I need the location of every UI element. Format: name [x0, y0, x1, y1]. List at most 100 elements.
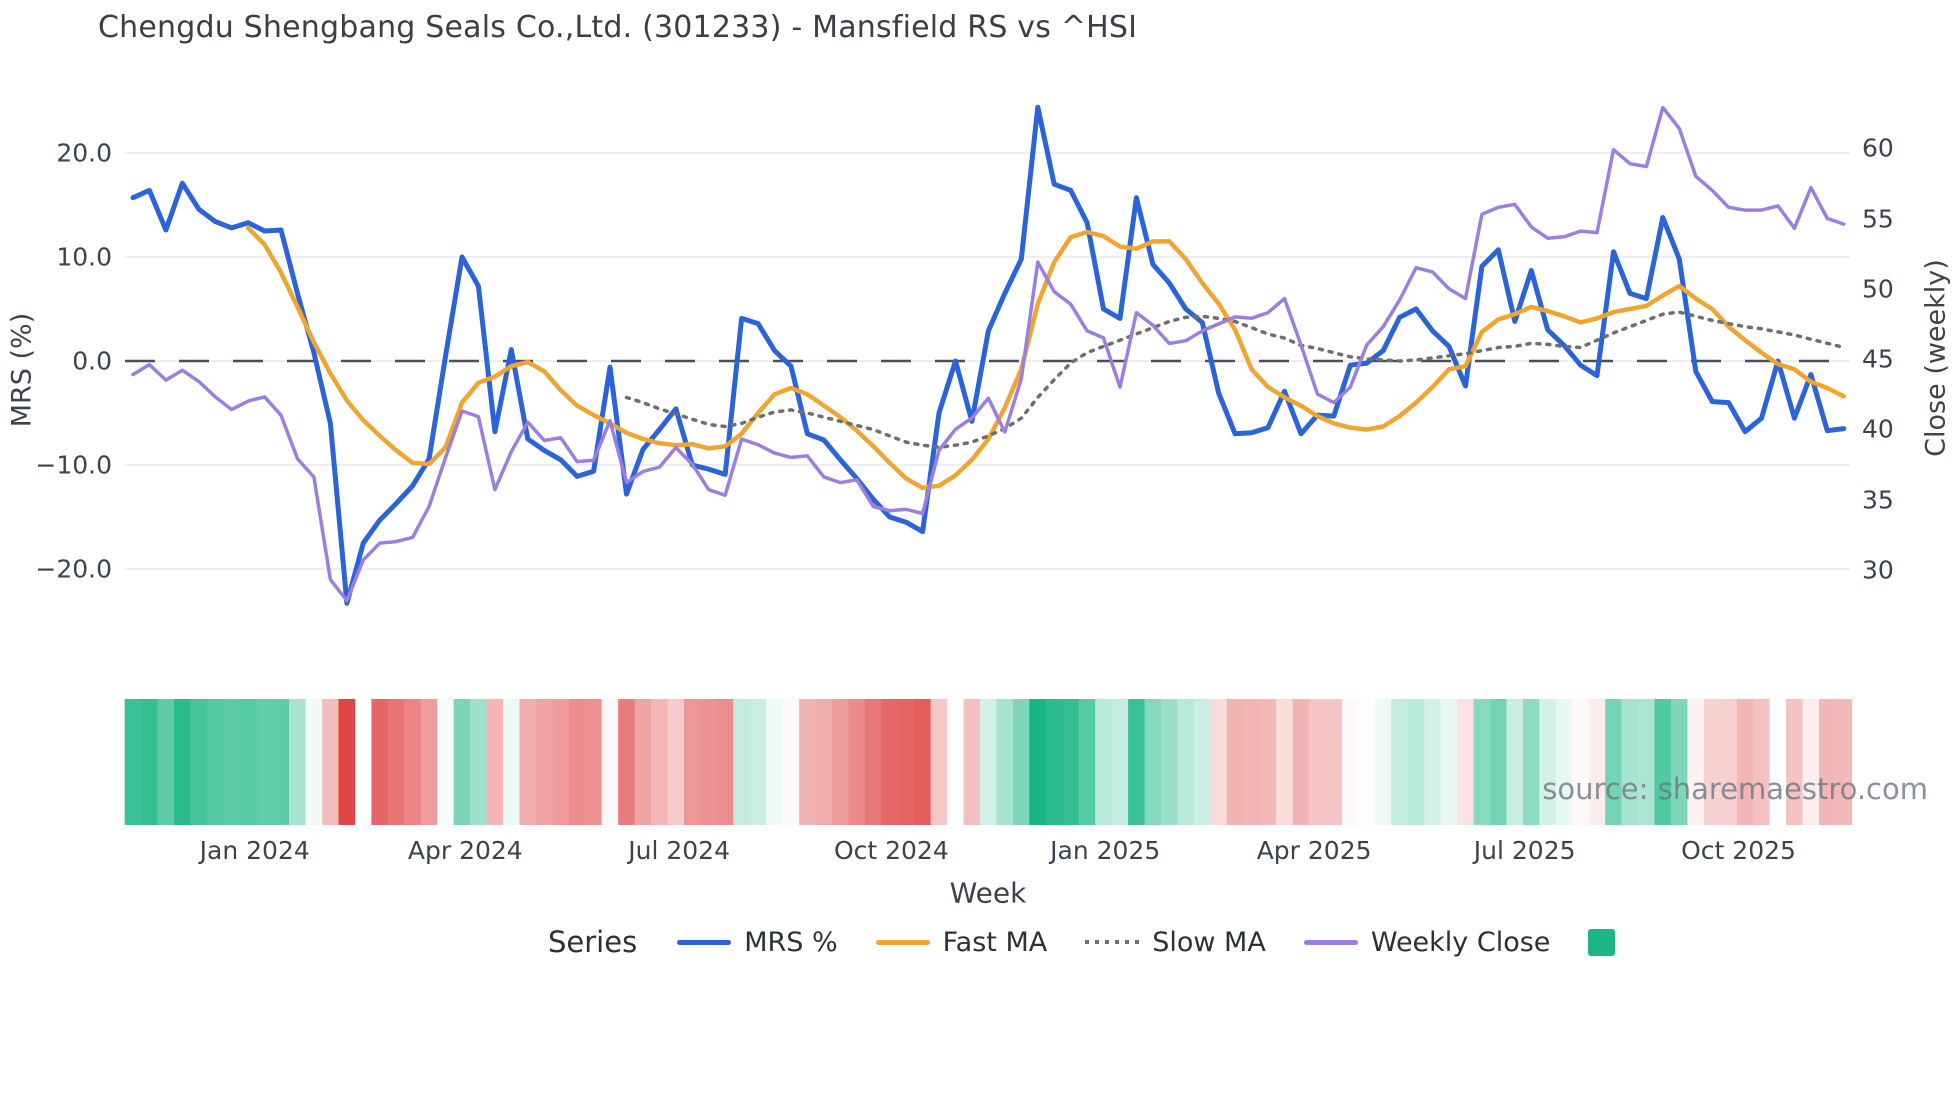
legend-item-label: Weekly Close	[1370, 926, 1551, 958]
line-swatch-icon	[1085, 940, 1140, 944]
heatmap-cell	[420, 699, 438, 825]
heatmap-cell	[799, 699, 816, 825]
right-axis-tick-label: 40	[1862, 414, 1894, 444]
left-axis-tick-label: 10.0	[56, 242, 112, 272]
heatmap-cell	[223, 699, 241, 825]
heatmap-cell	[1062, 699, 1079, 825]
heatmap-cell	[1588, 699, 1606, 825]
heatmap-cell	[634, 699, 652, 825]
heatmap-cell	[881, 699, 899, 825]
legend-title: Series	[548, 925, 638, 959]
heatmap-cell	[535, 699, 553, 825]
heatmap-cell	[716, 699, 734, 825]
heatmap-cell	[832, 699, 849, 825]
legend-item-slow-ma[interactable]: Slow MA	[1085, 927, 1266, 958]
heatmap-cell	[996, 699, 1014, 825]
heatmap-cell	[1358, 699, 1376, 825]
heatmap-cell	[897, 699, 915, 825]
heatmap-cell	[585, 699, 602, 825]
heatmap-cell	[1259, 699, 1277, 825]
heatmap-cell	[1539, 699, 1557, 825]
heatmap-cell	[1457, 699, 1474, 825]
heatmap-cell	[1605, 699, 1622, 825]
heatmap-cell	[1095, 699, 1112, 825]
left-axis-tick-label: −20.0	[35, 554, 112, 584]
heatmap-cell	[667, 699, 685, 825]
heatmap-cell	[437, 699, 454, 825]
heatmap-cell	[1555, 699, 1573, 825]
heatmap-cell	[1621, 699, 1639, 825]
legend-item-mrs-[interactable]: MRS %	[677, 927, 838, 958]
heatmap-cell	[1473, 699, 1491, 825]
left-axis-tick-label: 20.0	[56, 138, 112, 168]
right-axis-tick-label: 55	[1862, 204, 1894, 233]
x-axis-tick-label: Apr 2025	[1256, 836, 1372, 865]
heatmap-cell	[947, 699, 964, 825]
weekly-close-line[interactable]	[131, 105, 1846, 603]
heatmap-cell	[815, 699, 833, 825]
heatmap-cell	[272, 699, 290, 825]
heatmap-cell	[1177, 699, 1195, 825]
heatmap-cell	[1670, 699, 1688, 825]
right-axis-tick-label: 60	[1862, 133, 1894, 163]
x-axis-tick-label: Jan 2025	[1050, 836, 1161, 865]
x-axis-tick-label: Oct 2025	[1681, 836, 1796, 865]
heatmap-cell	[453, 699, 471, 825]
heatmap-cell	[519, 699, 537, 825]
left-axis-tick-label: 0.0	[72, 346, 112, 376]
right-axis-tick-label: 45	[1862, 344, 1894, 374]
legend-item-weekly-close[interactable]: Weekly Close	[1303, 926, 1551, 958]
heatmap-cell	[1506, 699, 1524, 825]
heatmap-cell	[552, 699, 570, 825]
heatmap-cell	[1029, 699, 1047, 825]
legend-item-fast-ma[interactable]: Fast MA	[875, 927, 1047, 958]
heatmap-cell	[601, 699, 619, 825]
heatmap-cell	[1325, 699, 1343, 825]
heatmap-swatch-icon	[1588, 928, 1616, 956]
slow-ma-line[interactable]	[624, 310, 1846, 450]
heatmap-cell	[1835, 699, 1853, 825]
x-axis-tick-label: Jan 2024	[199, 836, 310, 865]
heatmap-cell	[1440, 699, 1458, 825]
line-swatch-icon	[677, 939, 732, 945]
heatmap-cell	[1111, 699, 1129, 825]
heatmap-cell	[1161, 699, 1178, 825]
right-axis-tick-label: 35	[1862, 485, 1894, 514]
heatmap-cell	[651, 699, 668, 825]
heatmap-cell	[206, 699, 224, 825]
heatmap-cell	[914, 699, 931, 825]
heatmap-cell	[1802, 699, 1820, 825]
heatmap-cell	[930, 699, 948, 825]
legend-item-heatmap[interactable]	[1588, 928, 1616, 956]
heatmap-cell	[1193, 699, 1211, 825]
legend-item-label: Slow MA	[1152, 926, 1266, 958]
heatmap-cell	[1753, 699, 1770, 825]
heatmap-cell	[371, 699, 389, 825]
heatmap-cell	[568, 699, 586, 825]
heatmap-cell	[700, 699, 718, 825]
heatmap-cell	[848, 699, 866, 825]
right-axis-title: Close (weekly)	[1920, 259, 1952, 457]
heatmap-cell	[1819, 699, 1836, 825]
heatmap-cell	[963, 699, 981, 825]
mrs-line[interactable]	[130, 104, 1847, 606]
heatmap-cell	[618, 699, 635, 825]
heatmap-cell	[1210, 699, 1228, 825]
heatmap-cell	[1391, 699, 1408, 825]
heatmap-cell	[1736, 699, 1754, 825]
x-axis-tick-label: Jul 2024	[628, 836, 730, 865]
heatmap-cell	[1424, 699, 1441, 825]
heatmap-cell	[1045, 699, 1063, 825]
fast-ma-line[interactable]	[245, 225, 1847, 491]
heatmap-cell	[141, 699, 158, 825]
heatmap-cell	[1522, 699, 1540, 825]
heatmap-cell	[1012, 699, 1030, 825]
heatmap-cell	[239, 699, 257, 825]
x-axis-tick-label: Jul 2025	[1473, 836, 1576, 865]
heatmap-cell	[387, 699, 405, 825]
page-title: Chengdu Shengbang Seals Co.,Ltd. (301233…	[98, 10, 1138, 45]
heatmap-cell	[486, 699, 504, 825]
heatmap-cell	[1292, 699, 1310, 825]
